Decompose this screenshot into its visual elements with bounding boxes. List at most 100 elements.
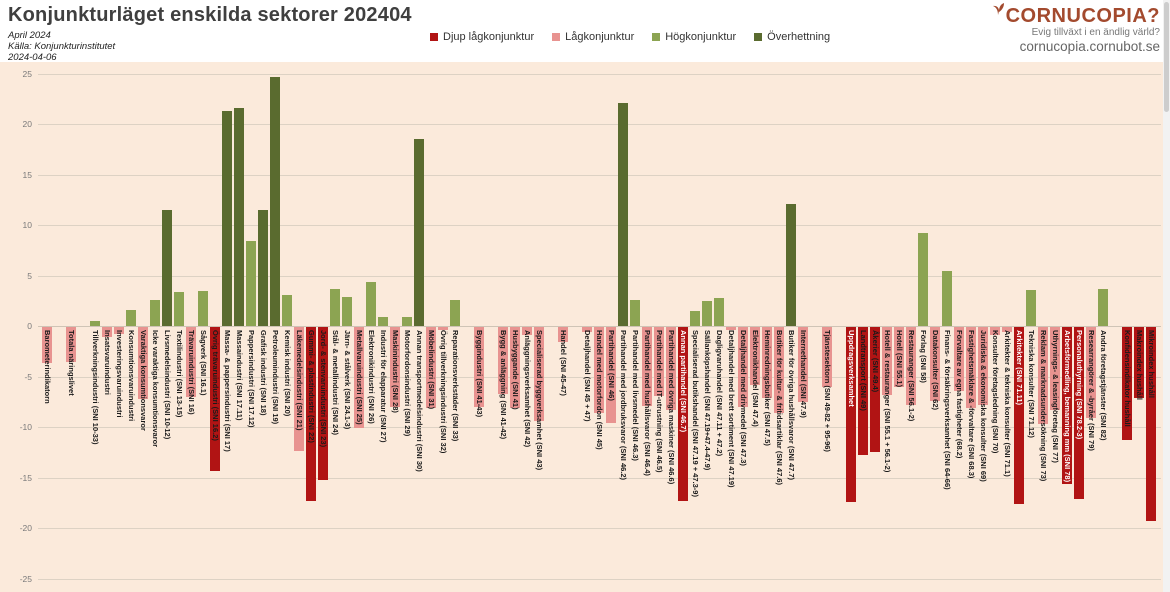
bar-9	[162, 210, 172, 326]
scrollbar[interactable]	[1163, 0, 1170, 592]
x-axis-zero-line	[38, 326, 1161, 327]
bar-37	[522, 327, 532, 335]
bar-16	[246, 241, 256, 326]
gridline-y-5	[38, 276, 1161, 277]
bar-label-63: Hotell & restauranger (SNI 55.1 + 56.1-2…	[883, 330, 892, 473]
bar-81	[1098, 289, 1108, 326]
legend-item-high: Högkonjunktur	[652, 31, 736, 43]
bar-69	[954, 327, 964, 391]
bar-43	[618, 103, 628, 326]
bar-18	[270, 77, 280, 326]
y-tick-label--5: -5	[24, 372, 32, 382]
bar-label-35: Bygg & anläggning (SNI 41-42)	[499, 330, 508, 440]
bar-2	[66, 327, 76, 362]
bar-label-32: Övrig tillverkningsindustri (SNI 32)	[439, 330, 448, 454]
bar-label-68: Finans- & försäkringsverksamhet (SNI 64-…	[943, 330, 952, 490]
bar-72	[990, 327, 1000, 335]
bar-label-43: Partihandel med jordbruksvaror (SNI 46.2…	[619, 330, 628, 481]
bar-22	[318, 327, 328, 480]
bar-75	[1026, 290, 1036, 326]
bar-30	[414, 139, 424, 326]
bar-label-33: Reparationsverkstäder (SNI 33)	[451, 330, 460, 442]
logo-tagline: Evig tillväxt i en ändlig värld?	[1031, 27, 1160, 38]
bar-48	[678, 327, 688, 501]
bar-83	[1134, 327, 1144, 398]
gridline-y-25	[38, 74, 1161, 75]
bar-label-11: Trävaruindustri (SNI 16)	[187, 330, 196, 415]
y-tick-label-25: 25	[22, 69, 32, 79]
bar-label-69: Förvaltare av egna fastigheter (68.2)	[955, 330, 964, 459]
bar-label-7: Varaktiga konsumtionsvaror	[139, 330, 148, 431]
bar-label-15: Massaindustri (SNI 17.11)	[235, 330, 244, 421]
bar-77	[1050, 327, 1060, 410]
bar-80	[1086, 327, 1096, 418]
bar-label-26: Elektronikindustri (SNI 26)	[367, 330, 376, 424]
bar-label-83: Makroindex hushåll	[1135, 330, 1144, 401]
gridline-y-20	[38, 124, 1161, 125]
bar-label-16: Pappersindustri (SNI 17.12)	[247, 330, 256, 428]
bar-label-65: Restauranger (SNI 56.1-2)	[907, 330, 916, 422]
bar-label-45: Partihandel med hushållsvaror (SNI 46.4)	[643, 330, 652, 476]
bar-label-71: Juridiska & ekonomiska konsulter (SNI 69…	[979, 330, 988, 482]
bar-label-34: Byggindustri (SNI 41-43)	[475, 330, 484, 418]
bar-78	[1062, 327, 1072, 484]
bar-67	[930, 327, 940, 401]
logo-url[interactable]: cornucopia.cornubot.se	[1019, 38, 1160, 54]
bar-64	[894, 327, 904, 387]
chart-subtitle: April 2024 Källa: Konjunkturinstitutet 2…	[8, 30, 115, 63]
bar-label-74: Arkitekter (SNI 71.11)	[1015, 330, 1024, 406]
y-tick-label-15: 15	[22, 170, 32, 180]
bar-label-46: Partihandel med IT-utrustning (SNI 46.5)	[655, 330, 664, 473]
bar-label-4: Insatsvaruindustri	[103, 330, 112, 396]
gridline-y--25	[38, 579, 1161, 580]
bar-76	[1038, 327, 1048, 424]
y-tick-label-5: 5	[27, 271, 32, 281]
bar-33	[450, 300, 460, 326]
bar-4	[102, 327, 112, 337]
bar-8	[150, 300, 160, 326]
bar-51	[714, 298, 724, 326]
bar-label-3: Tillverkningsindustri (SNI 10-33)	[91, 330, 100, 445]
bar-23	[330, 289, 340, 326]
bar-3	[90, 321, 100, 326]
y-tick-label-10: 10	[22, 220, 32, 230]
gridline-y--15	[38, 478, 1161, 479]
bar-68	[942, 271, 952, 326]
bar-56	[774, 327, 784, 413]
bar-label-5: Investeringsvaruindustri	[115, 330, 124, 418]
bar-label-41: Handel med motorfordon (SNI 45)	[595, 330, 604, 450]
bar-label-9: Livsmedelsindustri (SNI 10-12)	[163, 330, 172, 440]
bar-21	[306, 327, 316, 501]
bar-6	[126, 310, 136, 326]
legend-swatch-low	[552, 33, 561, 41]
bar-7	[138, 327, 148, 399]
bar-label-13: Övrig trävaruindustri (SNI 16.2)	[211, 330, 220, 441]
page-title: Konjunkturläget enskilda sektorer 202404	[8, 4, 412, 26]
bar-42	[606, 327, 616, 423]
bar-29	[402, 317, 412, 326]
bar-label-17: Grafisk industri (SNI 18)	[259, 330, 268, 416]
bar-label-47: Partihandel med övriga maskiner (SNI 46.…	[667, 330, 676, 485]
bar-label-38: Specialiserad byggverksamhet (SNI 43)	[535, 330, 544, 471]
bar-36	[510, 327, 520, 408]
legend-swatch-deep_low	[430, 33, 438, 41]
bar-label-67: Datakonsulter (SNI 62)	[931, 330, 940, 411]
bar-47	[666, 327, 676, 410]
bar-label-18: Petroleumindustri (SNI 19)	[271, 330, 280, 425]
bar-label-22: Jord- & stenvaruindustri (SNI 23)	[319, 330, 328, 448]
gridline-y--10	[38, 427, 1161, 428]
bar-61	[858, 327, 868, 455]
bar-label-70: Fastighetsmäklare & -förvaltare (SNI 68.…	[967, 330, 976, 479]
bar-label-52: Detaljhandel med brett sortiment (SNI 47…	[727, 330, 736, 488]
bar-label-20: Läkemedelsindustri (SNI 21)	[295, 330, 304, 431]
bar-52	[726, 327, 736, 330]
y-tick-label--10: -10	[19, 422, 32, 432]
bar-label-53: Detaljhandel med drivmedel (SNI 47.3)	[739, 330, 748, 466]
bar-49	[690, 311, 700, 326]
bar-label-36: Husbyggande (SNI 41)	[511, 330, 520, 410]
scrollbar-thumb[interactable]	[1164, 2, 1169, 112]
bar-label-80: Researrangörer & -byråer (SNI 79)	[1087, 330, 1096, 451]
bar-label-54: Elektronikhandel (SNI 47.4)	[751, 330, 760, 427]
bar-label-78: Arbetsförmedling, bemanning mm (SNI 78)	[1063, 330, 1072, 483]
